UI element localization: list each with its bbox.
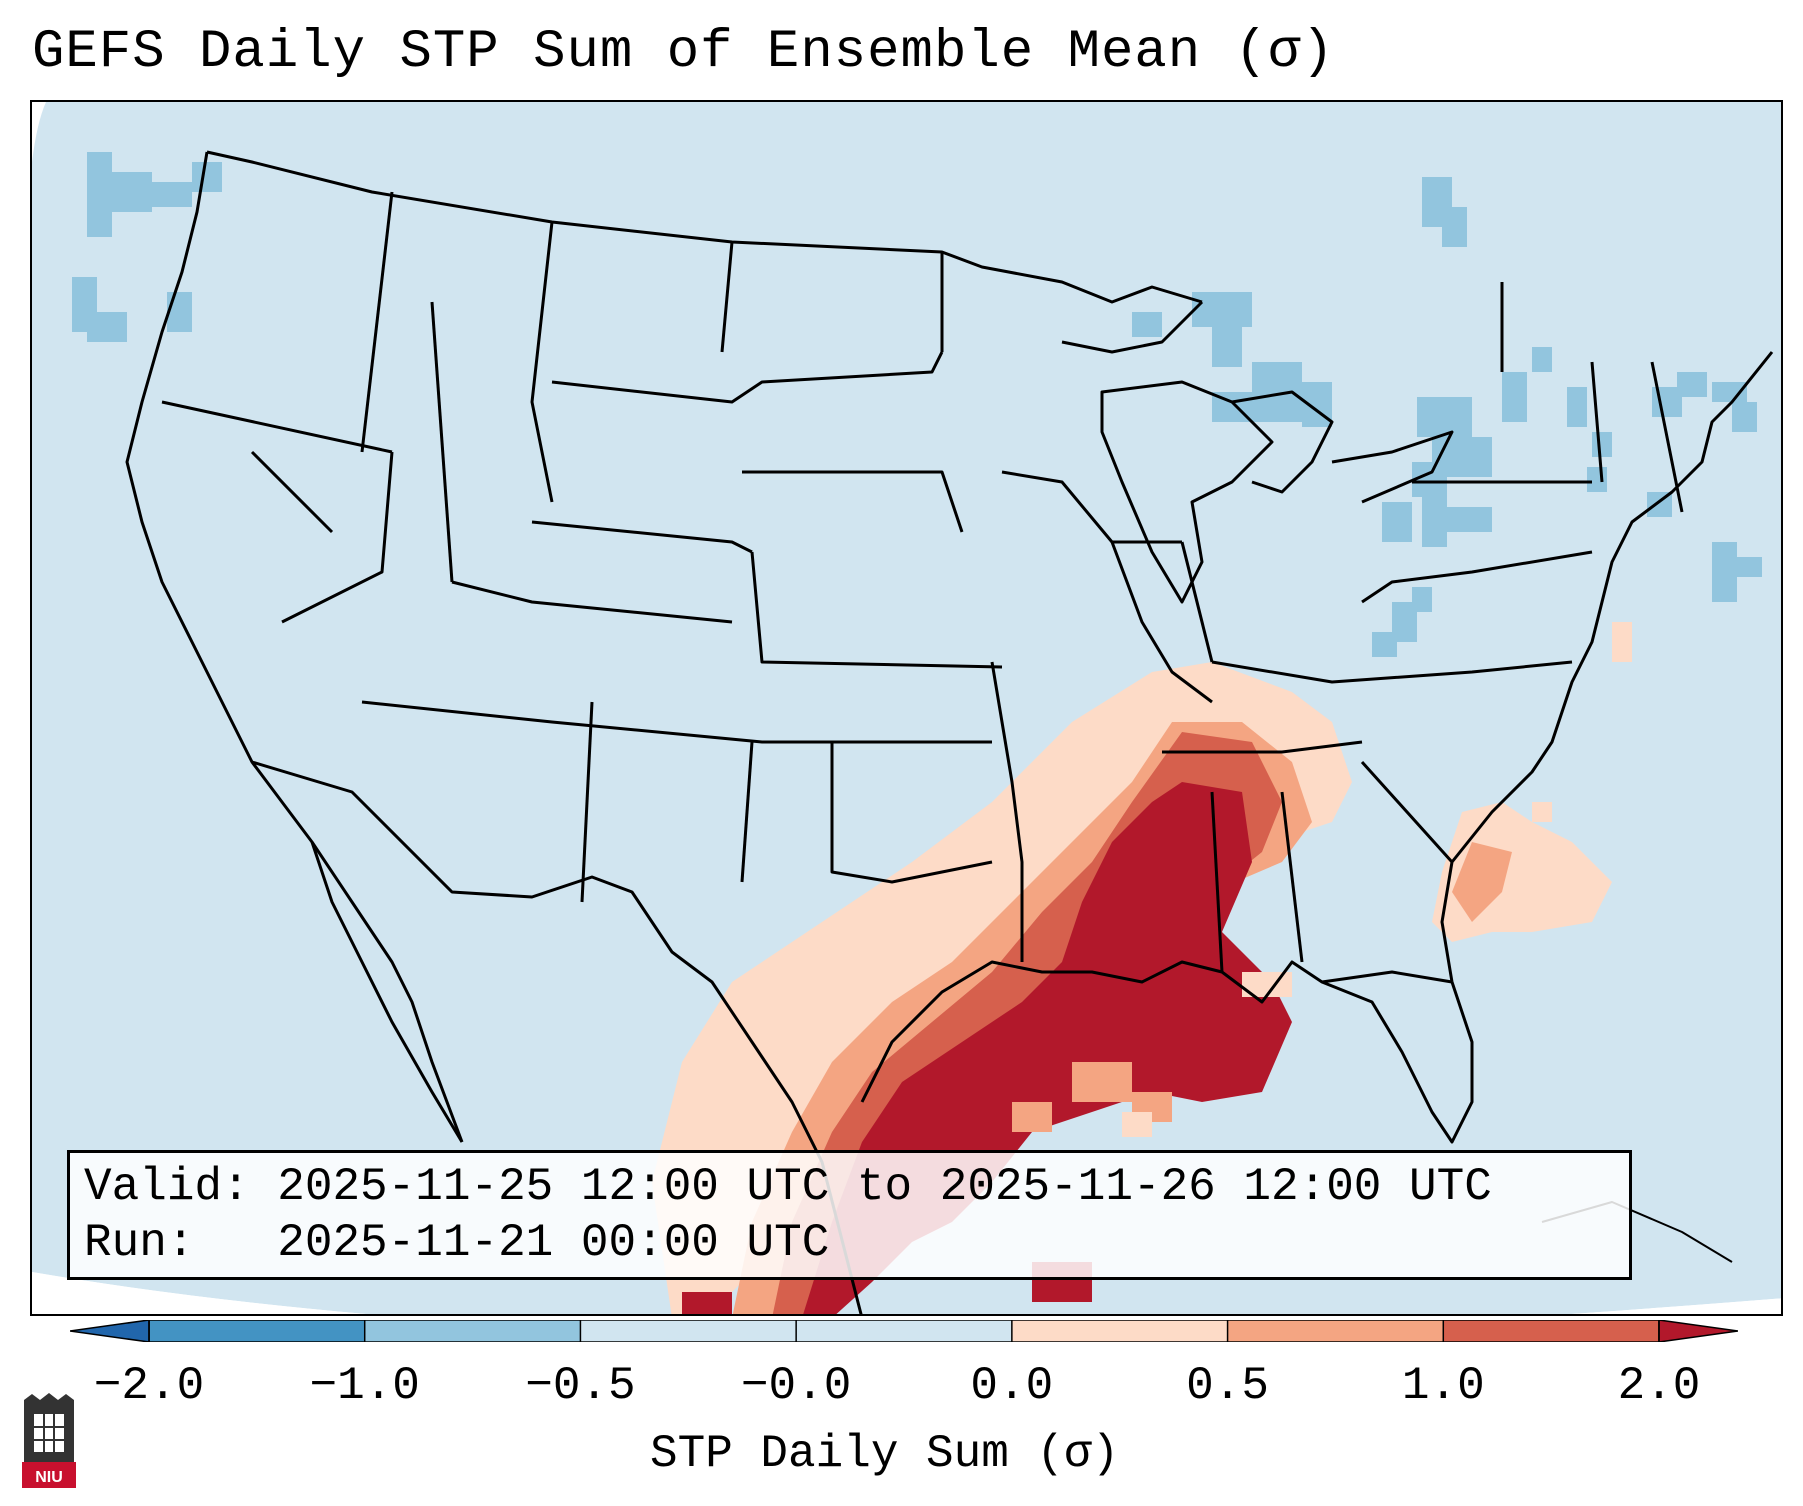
colorbar-segment <box>796 1320 1012 1342</box>
map-domain-background <box>32 102 1781 1314</box>
colorbar-segment <box>1227 1320 1444 1342</box>
colorbar-tick-label: 2.0 <box>1617 1360 1701 1412</box>
outside-projection <box>32 1272 1781 1314</box>
colorbar-tick-label: 1.0 <box>1401 1360 1485 1412</box>
colorbar-outline <box>148 1320 1660 1342</box>
logo-badge <box>22 1462 76 1488</box>
niu-logo: NIU <box>22 1393 76 1488</box>
run-time-text: Run: 2025-11-21 00:00 UTC <box>84 1217 830 1269</box>
colorbar-tick-label: −1.0 <box>309 1360 420 1412</box>
stp-map <box>32 102 1781 1314</box>
valid-time-text: Valid: 2025-11-25 12:00 UTC to 2025-11-2… <box>84 1161 1492 1213</box>
negative-anomaly-patches <box>72 152 1762 657</box>
colorbar-segment <box>580 1320 797 1342</box>
colorbar-tick-label: −0.5 <box>525 1360 636 1412</box>
colorbar-max-arrow <box>1658 1320 1738 1342</box>
colorbar-segment <box>364 1320 581 1342</box>
colorbar-tick-label: 0.0 <box>970 1360 1054 1412</box>
colorbar-label: STP Daily Sum (σ) <box>650 1428 1120 1480</box>
political-boundaries <box>125 150 1774 1314</box>
valid-run-info-box: Valid: 2025-11-25 12:00 UTC to 2025-11-2… <box>67 1150 1632 1280</box>
colorbar-tick-label: −2.0 <box>93 1360 205 1412</box>
logo-text: NIU <box>35 1469 63 1486</box>
colorbar-min-arrow <box>70 1320 150 1342</box>
map-panel <box>30 100 1783 1316</box>
colorbar-segment <box>1011 1320 1228 1342</box>
colorbar <box>70 1320 1738 1342</box>
colorbar-tick-label: −0.0 <box>740 1360 852 1412</box>
core-pale-spots <box>1122 972 1292 1137</box>
chart-title: GEFS Daily STP Sum of Ensemble Mean (σ) <box>32 22 1335 83</box>
colorbar-tick-label: 0.5 <box>1186 1360 1269 1412</box>
colorbar-segment <box>149 1320 365 1342</box>
core-light-spots <box>1012 1062 1172 1132</box>
colorbar-segment <box>1443 1320 1659 1342</box>
